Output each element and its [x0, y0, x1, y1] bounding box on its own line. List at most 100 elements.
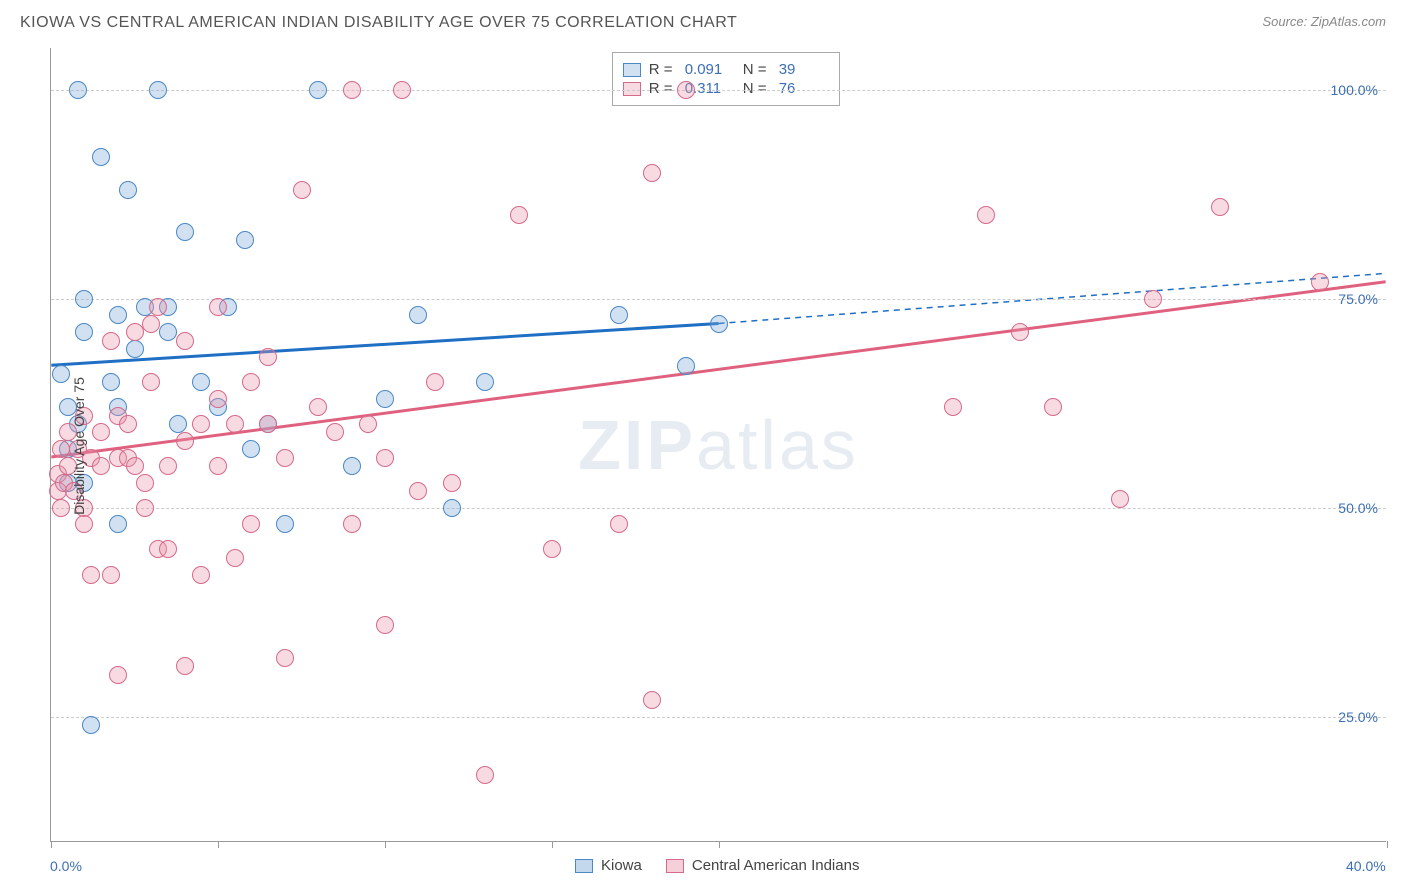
- data-point-kiowa: [409, 306, 427, 324]
- data-point-cai: [192, 566, 210, 584]
- data-point-kiowa: [119, 181, 137, 199]
- x-tick-label: 40.0%: [1346, 858, 1386, 874]
- gridline: [51, 299, 1386, 300]
- series-legend: Kiowa Central American Indians: [575, 857, 859, 874]
- data-point-cai: [643, 164, 661, 182]
- data-point-cai: [409, 482, 427, 500]
- data-point-kiowa: [75, 290, 93, 308]
- data-point-cai: [510, 206, 528, 224]
- data-point-kiowa: [102, 373, 120, 391]
- data-point-cai: [149, 298, 167, 316]
- data-point-kiowa: [376, 390, 394, 408]
- legend-label: Kiowa: [601, 857, 642, 874]
- data-point-cai: [1144, 290, 1162, 308]
- chart-title: KIOWA VS CENTRAL AMERICAN INDIAN DISABIL…: [20, 14, 737, 32]
- y-tick-label: 75.0%: [1338, 291, 1378, 307]
- data-point-kiowa: [159, 323, 177, 341]
- legend-label: Central American Indians: [692, 857, 860, 874]
- r-label: R =: [649, 80, 677, 97]
- data-point-cai: [242, 515, 260, 533]
- data-point-cai: [136, 474, 154, 492]
- data-point-kiowa: [276, 515, 294, 533]
- data-point-kiowa: [710, 315, 728, 333]
- data-point-cai: [944, 398, 962, 416]
- data-point-cai: [226, 549, 244, 567]
- legend-item: Kiowa: [575, 857, 642, 874]
- watermark-atlas: atlas: [696, 406, 859, 484]
- data-point-cai: [109, 666, 127, 684]
- data-point-kiowa: [52, 365, 70, 383]
- data-point-kiowa: [236, 231, 254, 249]
- data-point-cai: [242, 373, 260, 391]
- x-tick: [385, 841, 386, 848]
- x-tick: [719, 841, 720, 848]
- y-tick-label: 100.0%: [1331, 82, 1378, 98]
- data-point-cai: [259, 348, 277, 366]
- legend-row-kiowa: R = 0.091 N = 39: [623, 61, 829, 78]
- n-label: N =: [743, 80, 771, 97]
- data-point-cai: [92, 423, 110, 441]
- r-label: R =: [649, 61, 677, 78]
- data-point-cai: [102, 332, 120, 350]
- data-point-kiowa: [443, 499, 461, 517]
- gridline: [51, 90, 1386, 91]
- data-point-cai: [102, 566, 120, 584]
- data-point-kiowa: [75, 323, 93, 341]
- data-point-cai: [259, 415, 277, 433]
- x-tick-label: 0.0%: [50, 858, 82, 874]
- x-tick: [1387, 841, 1388, 848]
- data-point-cai: [209, 390, 227, 408]
- y-axis-label: Disability Age Over 75: [71, 377, 87, 515]
- data-point-cai: [276, 449, 294, 467]
- gridline: [51, 508, 1386, 509]
- x-tick: [51, 841, 52, 848]
- y-tick-label: 25.0%: [1338, 709, 1378, 725]
- data-point-kiowa: [677, 357, 695, 375]
- data-point-cai: [543, 540, 561, 558]
- data-point-kiowa: [82, 716, 100, 734]
- correlation-legend: R = 0.091 N = 39 R = 0.311 N = 76: [612, 52, 840, 106]
- data-point-cai: [643, 691, 661, 709]
- data-point-cai: [126, 457, 144, 475]
- data-point-cai: [209, 457, 227, 475]
- data-point-cai: [82, 566, 100, 584]
- data-point-cai: [159, 540, 177, 558]
- swatch-icon: [666, 859, 684, 873]
- legend-item: Central American Indians: [666, 857, 860, 874]
- chart-container: KIOWA VS CENTRAL AMERICAN INDIAN DISABIL…: [0, 0, 1406, 892]
- r-value-kiowa: 0.091: [685, 61, 735, 78]
- data-point-cai: [75, 515, 93, 533]
- legend-row-cai: R = 0.311 N = 76: [623, 80, 829, 97]
- y-tick-label: 50.0%: [1338, 500, 1378, 516]
- data-point-cai: [476, 766, 494, 784]
- data-point-kiowa: [343, 457, 361, 475]
- data-point-cai: [52, 499, 70, 517]
- data-point-kiowa: [610, 306, 628, 324]
- data-point-kiowa: [69, 81, 87, 99]
- data-point-kiowa: [109, 306, 127, 324]
- plot-area: ZIPatlas R = 0.091 N = 39 R = 0.311 N = …: [50, 48, 1386, 842]
- data-point-kiowa: [109, 515, 127, 533]
- n-value-cai: 76: [779, 80, 829, 97]
- swatch-kiowa: [623, 63, 641, 77]
- data-point-cai: [376, 616, 394, 634]
- data-point-cai: [209, 298, 227, 316]
- gridline: [51, 717, 1386, 718]
- data-point-kiowa: [242, 440, 260, 458]
- data-point-kiowa: [92, 148, 110, 166]
- data-point-cai: [426, 373, 444, 391]
- n-label: N =: [743, 61, 771, 78]
- data-point-kiowa: [476, 373, 494, 391]
- data-point-cai: [119, 415, 137, 433]
- data-point-cai: [1044, 398, 1062, 416]
- data-point-cai: [226, 415, 244, 433]
- source-attribution: Source: ZipAtlas.com: [1262, 14, 1386, 29]
- data-point-cai: [159, 457, 177, 475]
- watermark: ZIPatlas: [578, 405, 859, 485]
- x-tick: [552, 841, 553, 848]
- data-point-cai: [1211, 198, 1229, 216]
- data-point-kiowa: [192, 373, 210, 391]
- data-point-cai: [1311, 273, 1329, 291]
- data-point-cai: [142, 373, 160, 391]
- data-point-cai: [610, 515, 628, 533]
